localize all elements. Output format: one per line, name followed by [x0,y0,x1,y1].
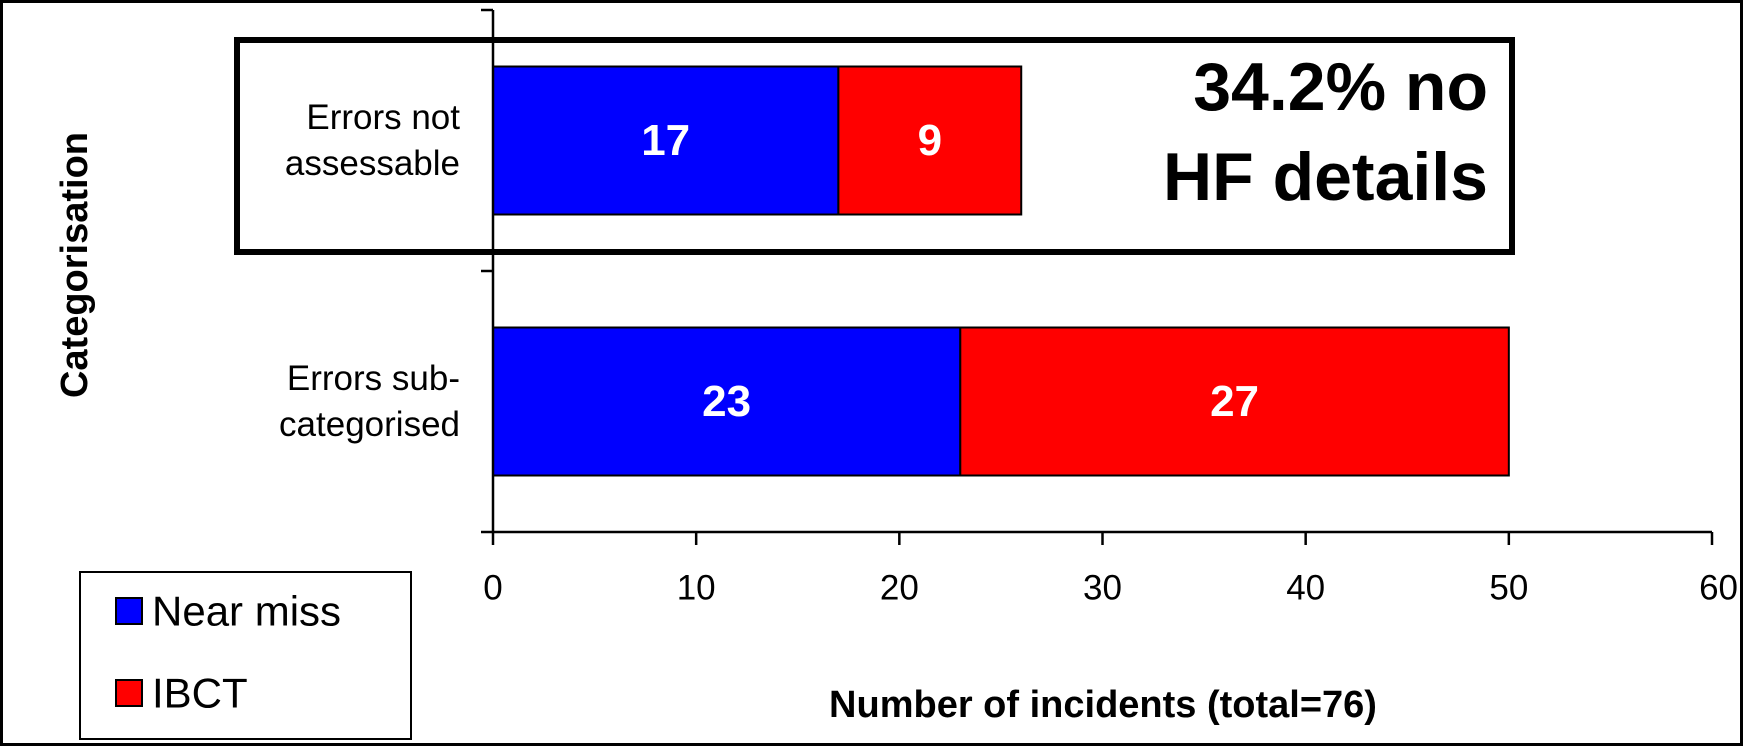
x-axis-title: Number of incidents (total=76) [829,684,1377,726]
y-tick-label: assessable [285,144,460,183]
x-tick-label: 10 [677,569,716,608]
legend: Near miss IBCT [79,571,412,740]
annotation-line-2: HF details [1163,139,1488,215]
y-tick-label: Errors sub- [287,359,460,398]
annotation-line-1: 34.2% no [1193,49,1488,125]
y-tick-label: Errors not [306,98,460,137]
legend-swatch-ibct [115,679,143,707]
x-tick-label: 60 [1699,569,1738,608]
x-tick-label: 40 [1286,569,1325,608]
bar-ibct-errors-sub-categorised [959,326,1510,477]
bar-ibct-errors-not-assessable [837,65,1023,216]
highlight-box [234,37,1515,255]
x-tick-label: 20 [880,569,919,608]
data-label-near-miss-errors-sub-categorised: 23 [702,377,751,426]
axis-layer: 0 10 20 30 40 50 60 [481,8,1738,608]
data-label-ibct-errors-sub-categorised: 27 [1210,377,1259,426]
y-tick-label: categorised [279,405,460,444]
legend-label-near-miss: Near miss [152,588,341,635]
bar-near-miss-errors-not-assessable [492,65,840,216]
x-tick-label: 50 [1489,569,1528,608]
x-tick-label: 30 [1083,569,1122,608]
legend-swatch-near-miss [115,597,143,625]
bars-layer: 17 9 Errors not assessable 23 27 Errors sub-ca… [279,65,1510,477]
x-tick-label: 0 [483,569,502,608]
data-label-ibct-errors-not-assessable: 9 [918,116,942,165]
data-label-near-miss-errors-not-assessable: 17 [641,116,690,165]
legend-label-ibct: IBCT [152,670,248,717]
bar-near-miss-errors-sub-categorised [492,326,962,477]
y-axis-title: Categorisation [54,132,96,398]
